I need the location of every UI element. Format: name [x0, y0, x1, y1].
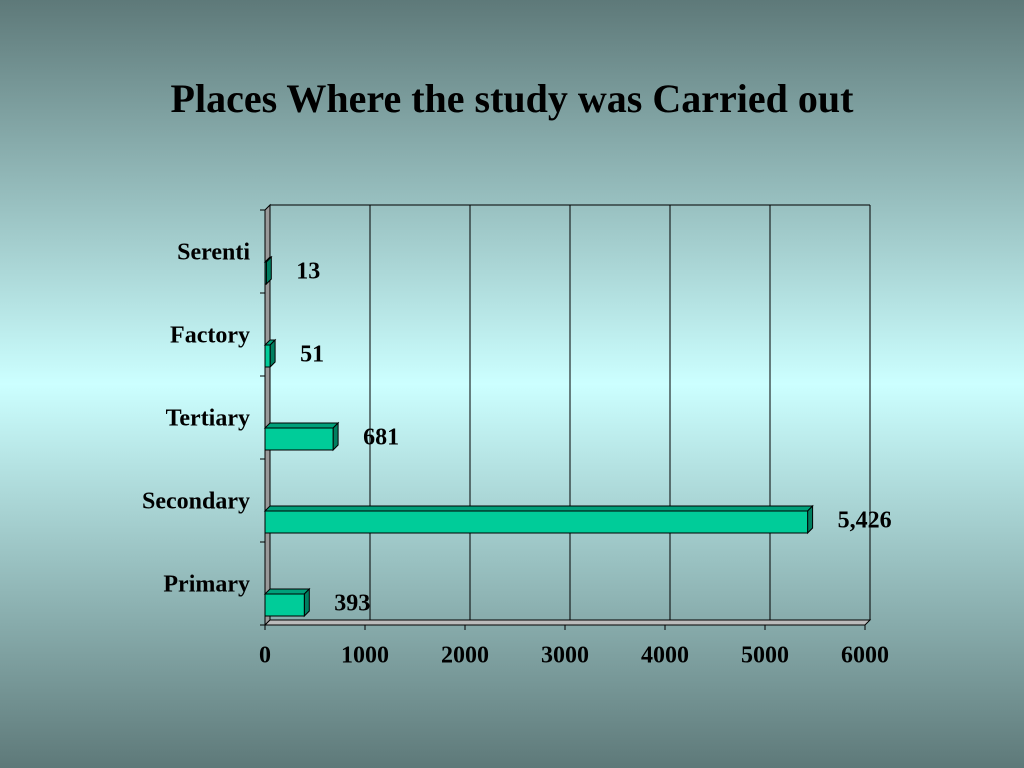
value-label: 681	[363, 425, 399, 451]
y-tick-label: Secondary	[142, 489, 250, 515]
x-tick-label: 0	[259, 643, 271, 669]
x-tick-label: 1000	[341, 643, 389, 669]
x-tick-label: 3000	[541, 643, 589, 669]
y-tick-label: Primary	[163, 572, 250, 598]
bar	[264, 593, 305, 617]
y-tick-label: Factory	[170, 323, 250, 349]
x-tick-label: 4000	[641, 643, 689, 669]
x-tick-label: 2000	[441, 643, 489, 669]
bar	[264, 344, 271, 368]
bar-side	[303, 587, 310, 618]
bar-side	[269, 338, 276, 369]
bar-side	[332, 421, 339, 452]
bar	[264, 261, 267, 285]
value-label: 51	[300, 342, 324, 368]
bar-top	[263, 422, 340, 429]
bar-top	[263, 588, 311, 595]
y-tick-label: Serenti	[177, 240, 250, 266]
bar-side	[807, 504, 814, 535]
y-tick-label: Tertiary	[166, 406, 250, 432]
bar-side	[265, 255, 272, 286]
value-label: 13	[296, 259, 320, 285]
value-label: 5,426	[838, 508, 892, 534]
bar	[264, 427, 334, 451]
x-tick-label: 6000	[841, 643, 889, 669]
bar	[264, 510, 809, 534]
chart-title: Places Where the study was Carried out	[171, 76, 855, 121]
bar-top	[263, 505, 814, 512]
x-tick-label: 5000	[741, 643, 789, 669]
value-label: 393	[334, 591, 370, 617]
floor	[263, 619, 872, 626]
